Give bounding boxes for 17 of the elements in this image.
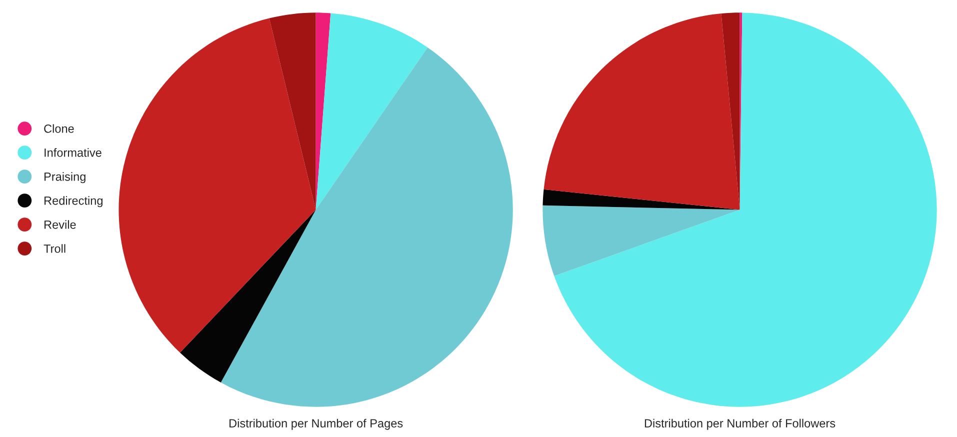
pie-slice bbox=[542, 205, 740, 276]
legend-label: Revile bbox=[44, 220, 76, 229]
pie-slice bbox=[180, 210, 316, 382]
pie-slice bbox=[220, 47, 513, 407]
text: Distribution per Number of Pages bbox=[230, 418, 403, 430]
legend-label: Redirecting bbox=[44, 196, 102, 208]
pie-slice bbox=[554, 12, 937, 407]
pie-slice bbox=[544, 14, 740, 210]
legend-label: Praising bbox=[44, 172, 86, 184]
legend-label: Troll bbox=[44, 244, 66, 253]
legend-label: Informative bbox=[44, 148, 102, 157]
pie-slice bbox=[269, 12, 316, 210]
pie-slice bbox=[118, 18, 316, 353]
pie-slice bbox=[721, 12, 740, 210]
text: Distribution per Number of Followers bbox=[644, 418, 836, 430]
legend-label: Clone bbox=[44, 124, 74, 133]
pie-slice bbox=[316, 13, 428, 210]
